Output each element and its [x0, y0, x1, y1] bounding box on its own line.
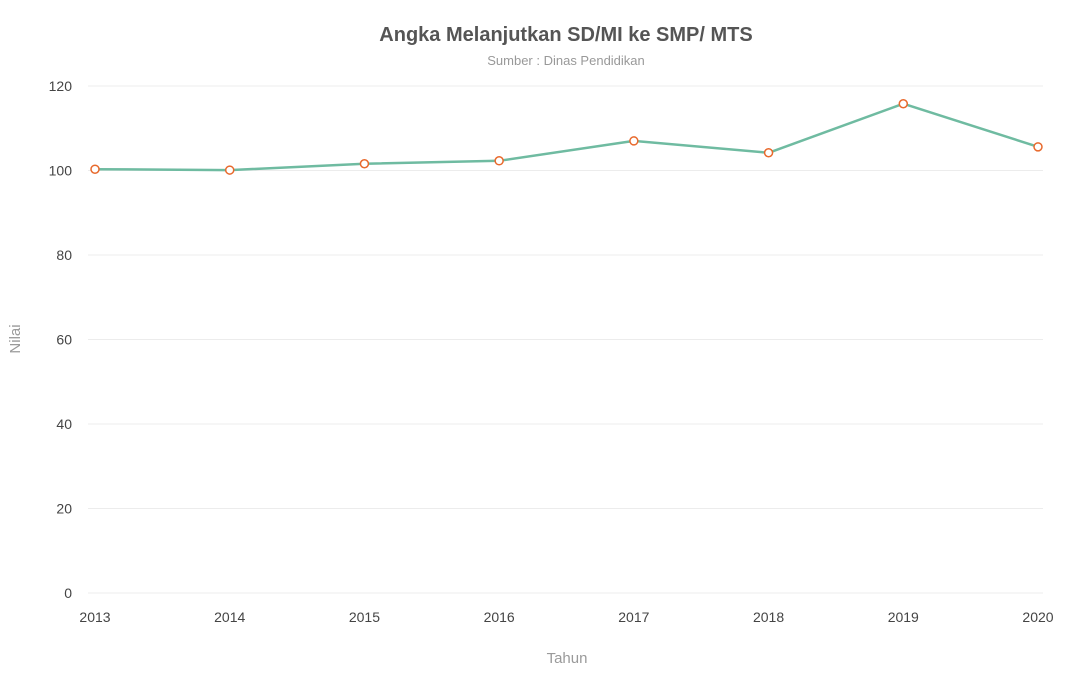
y-tick-label: 60 — [56, 332, 72, 348]
data-point — [1033, 142, 1043, 152]
gridlines — [88, 85, 1043, 594]
x-tick-label: 2017 — [618, 609, 649, 625]
y-tick-label: 40 — [56, 416, 72, 432]
x-axis-title: Tahun — [547, 650, 588, 667]
y-tick-label: 120 — [49, 78, 73, 94]
chart-title: Angka Melanjutkan SD/MI ke SMP/ MTS — [379, 24, 752, 46]
data-point — [898, 98, 909, 109]
data-point — [494, 156, 504, 166]
data-point — [90, 164, 100, 174]
y-axis-title: Nilai — [7, 324, 24, 353]
y-tick-label: 80 — [56, 247, 72, 263]
x-tick-label: 2020 — [1022, 609, 1053, 625]
x-axis-ticks: 2013 2014 2015 2016 2017 2018 2019 2020 — [79, 609, 1053, 625]
x-tick-label: 2019 — [888, 609, 919, 625]
y-axis-ticks: 0 20 40 60 80 100 120 — [49, 78, 73, 601]
y-tick-label: 20 — [56, 501, 72, 517]
marker-layer — [90, 98, 1043, 175]
x-tick-label: 2016 — [484, 609, 515, 625]
x-tick-label: 2013 — [79, 609, 110, 625]
series-layer — [93, 102, 1040, 172]
series-line — [93, 102, 1040, 172]
y-tick-label: 100 — [49, 163, 73, 179]
x-tick-label: 2014 — [214, 609, 245, 625]
chart-subtitle: Sumber : Dinas Pendidikan — [487, 53, 645, 68]
x-tick-label: 2018 — [753, 609, 784, 625]
data-point — [629, 136, 639, 146]
data-point — [763, 148, 774, 158]
y-tick-label: 0 — [64, 585, 72, 601]
data-point — [224, 165, 235, 175]
x-tick-label: 2015 — [349, 609, 380, 625]
data-point — [359, 158, 370, 169]
